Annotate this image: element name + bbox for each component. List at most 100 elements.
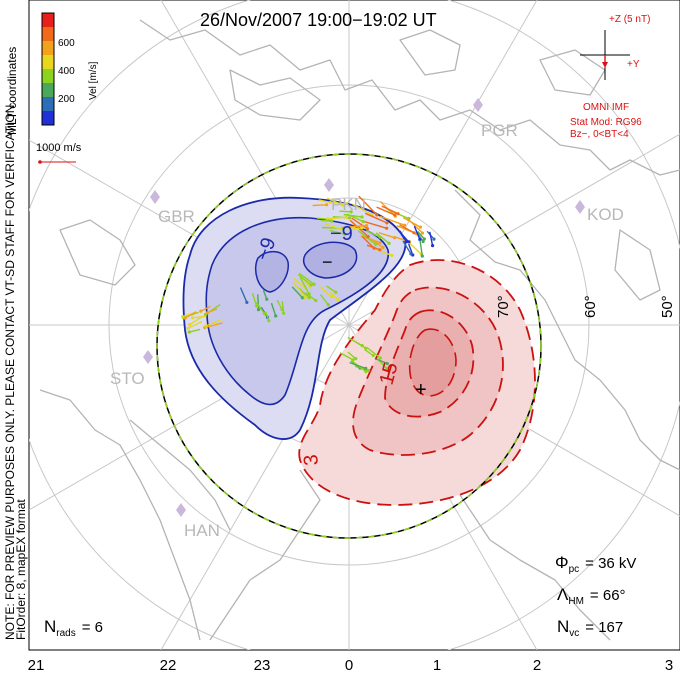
velocity-vector (205, 318, 222, 327)
velocity-vector-origin (404, 240, 409, 244)
imf-top-label: +Z (5 nT) (609, 14, 650, 25)
velocity-vector-origin (282, 311, 286, 315)
velocity-vector-origin (374, 242, 378, 246)
coast-island-2 (399, 29, 461, 76)
stat-radar-count: Nrads = 6 (44, 617, 103, 639)
scale-vector: 1000 m/s (36, 142, 82, 164)
velocity-vector (429, 231, 434, 246)
velocity-vector-origin (309, 283, 313, 287)
mlt-label-23: 23 (254, 657, 271, 674)
velocity-vector-origin (364, 223, 369, 228)
colorbar-cell (42, 83, 54, 98)
velocity-vector (329, 229, 346, 235)
velocity-vector-origin (421, 239, 425, 244)
imf-right-label: +Y (627, 59, 640, 70)
side-annotations: MLT coordinates NOTE: FOR PREVIEW PURPOS… (3, 47, 28, 640)
velocity-vector-origin (387, 241, 391, 245)
velocity-vector-origin (432, 237, 436, 241)
velocity-vector-origin (354, 357, 358, 361)
velocity-vector (192, 315, 207, 319)
velocity-vector-origin (204, 324, 208, 328)
velocity-vector-origin (378, 356, 382, 360)
velocity-vector-origin (420, 231, 425, 235)
velocity-vector (366, 346, 381, 359)
station-label-han: HAN (184, 521, 220, 540)
velocity-vector-origin (378, 248, 382, 252)
mlt-label-3: 3 (665, 657, 673, 674)
velocity-vector (413, 225, 421, 240)
coast-east (454, 189, 680, 471)
velocity-vector-origin (381, 246, 385, 250)
velocity-vector-origin (267, 319, 271, 323)
velocity-vector (276, 299, 283, 310)
velocity-vector-origin (366, 235, 370, 239)
velocity-vector-origin (385, 361, 389, 366)
velocity-vector (376, 206, 395, 216)
velocity-vector-origin (326, 303, 330, 307)
velocity-vector-origin (344, 215, 348, 219)
imf-vector-head (602, 62, 608, 68)
velocity-vector (257, 294, 260, 310)
velocity-vector-origin (418, 225, 423, 229)
velocity-vector (365, 212, 388, 224)
velocity-vector (364, 348, 374, 357)
velocity-vector (291, 286, 303, 299)
station-marker-kod (575, 200, 585, 214)
velocity-vector-origin (336, 298, 340, 302)
colorbar-tick-400: 400 (58, 66, 75, 77)
velocity-vector-origin (325, 203, 329, 207)
velocity-vector-origin (183, 316, 187, 320)
velocity-vector-origin (430, 244, 435, 248)
velocity-vector-origin (364, 366, 368, 370)
velocity-vector-origin (385, 221, 389, 225)
velocity-vector-origin (245, 300, 249, 304)
imf-condition: Bz−, 0<BT<4 (570, 129, 629, 140)
mlt-label-21: 21 (28, 657, 45, 674)
velocity-vector-origin (340, 203, 344, 207)
velocity-vector (293, 282, 306, 298)
velocity-vector-origin (378, 241, 382, 245)
velocity-vector-origin (409, 252, 413, 256)
station-marker-han (176, 503, 186, 517)
latitude-labels: 50° 60° 70° (495, 295, 676, 318)
velocity-vector (255, 302, 266, 314)
colorbar-label: Vel [m/s] (88, 61, 99, 100)
velocity-vector-origin (314, 298, 318, 303)
imf-indicator: +Z (5 nT) +Y OMNI IMF Stat Mod: RG96 Bz−… (570, 14, 650, 140)
velocity-vector (347, 227, 362, 231)
velocity-vector (262, 289, 268, 300)
velocity-vector (299, 277, 310, 295)
velocity-vector (379, 215, 405, 226)
velocity-vector (189, 328, 201, 333)
coast-north (139, 19, 680, 176)
velocity-vector (251, 293, 258, 307)
velocity-vector (348, 224, 367, 228)
velocity-vector (406, 217, 423, 234)
stat-model: Stat Mod: RG96 (570, 117, 642, 128)
velocity-vector (325, 216, 347, 220)
stat-hm-boundary: ΛHM = 66° (557, 585, 626, 607)
station-marker-pkn (324, 178, 334, 192)
min-marker: − (322, 252, 333, 272)
station-label-sto: STO (110, 369, 145, 388)
velocity-vector (378, 232, 395, 239)
velocity-vector-origin (420, 254, 424, 258)
velocity-vector (312, 204, 327, 207)
mlt-label-0: 0 (345, 657, 353, 674)
velocity-vector (347, 351, 357, 360)
stat-cpcp: Φpc = 36 kV (555, 553, 636, 575)
colorbar-tick-600: 600 (58, 38, 75, 49)
velocity-vector (281, 301, 285, 314)
colorbar-cell (42, 97, 54, 112)
velocity-vector-origin (330, 219, 334, 223)
contour-label-pos-outer: 3 (300, 453, 323, 466)
colorbar-cell (42, 55, 54, 70)
velocity-vector-origin (396, 212, 400, 216)
velocity-vector (352, 203, 373, 216)
velocity-vector-origin (334, 290, 338, 294)
velocity-vector (339, 352, 354, 361)
velocity-vector-origin (328, 200, 332, 205)
coast-island-4 (614, 229, 661, 301)
station-markers (143, 98, 585, 517)
